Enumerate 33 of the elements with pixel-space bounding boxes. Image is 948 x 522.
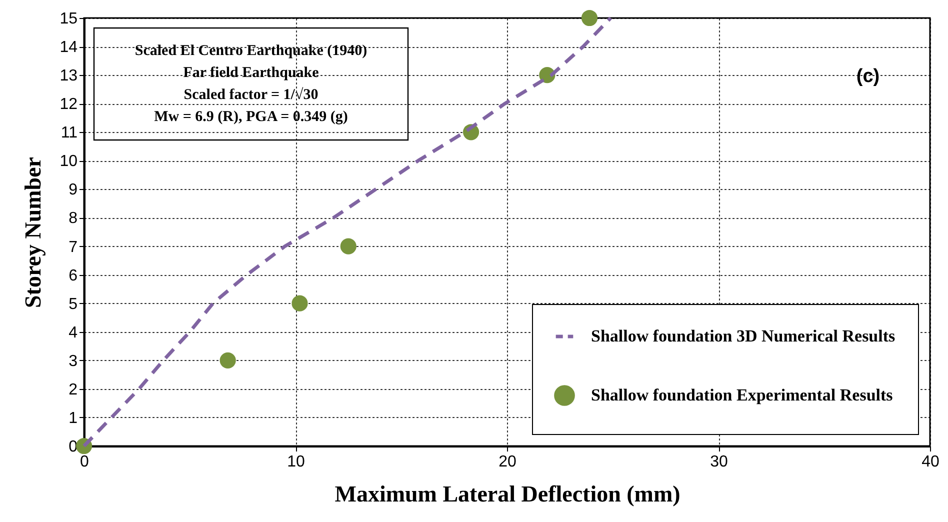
y-tick-label: 2 [68, 381, 78, 398]
y-tick-label: 6 [68, 267, 78, 284]
legend-label: Shallow foundation 3D Numerical Results [591, 326, 896, 346]
point [292, 295, 308, 312]
y-tick-label: 8 [68, 210, 78, 228]
y-tick-label: 15 [60, 10, 78, 28]
annotation: Scaled El Centro Earthquake (1940) [134, 43, 368, 59]
point [581, 10, 598, 26]
legend-label: Shallow foundation Experimental Results [591, 386, 894, 404]
y-tick-label: 5 [68, 296, 78, 313]
annotation: Scaled factor = 1/√30 [184, 87, 318, 103]
y-tick-label: 1 [68, 410, 78, 427]
x-tick-label: 30 [710, 454, 728, 470]
y-tick-label: 10 [60, 153, 78, 170]
y-tick-label: 12 [60, 96, 78, 114]
x-tick-label: 0 [80, 454, 90, 470]
annotation: Mw = 6.9 (R), PGA = 0.349 (g) [154, 109, 348, 125]
y-tick-label: 9 [68, 182, 78, 199]
annotation: (c) [856, 66, 880, 87]
y-tick-label: 11 [60, 124, 78, 142]
point [340, 238, 356, 254]
x-tick-label: 10 [287, 454, 305, 470]
x-tick-label: 40 [922, 454, 940, 470]
y-tick-label: 3 [68, 352, 78, 370]
x-axis-title: Maximum Lateral Deflection (mm) [334, 482, 680, 506]
x-tick-label: 20 [498, 454, 516, 470]
y-tick-label: 7 [68, 238, 78, 256]
annotation: Far field Earthquake [183, 65, 320, 81]
y-axis-title: Storey Number [20, 157, 46, 308]
point [220, 352, 236, 368]
y-tick-label: 13 [60, 68, 78, 85]
y-tick-label: 14 [60, 39, 78, 56]
y-tick-label: 4 [68, 324, 78, 342]
